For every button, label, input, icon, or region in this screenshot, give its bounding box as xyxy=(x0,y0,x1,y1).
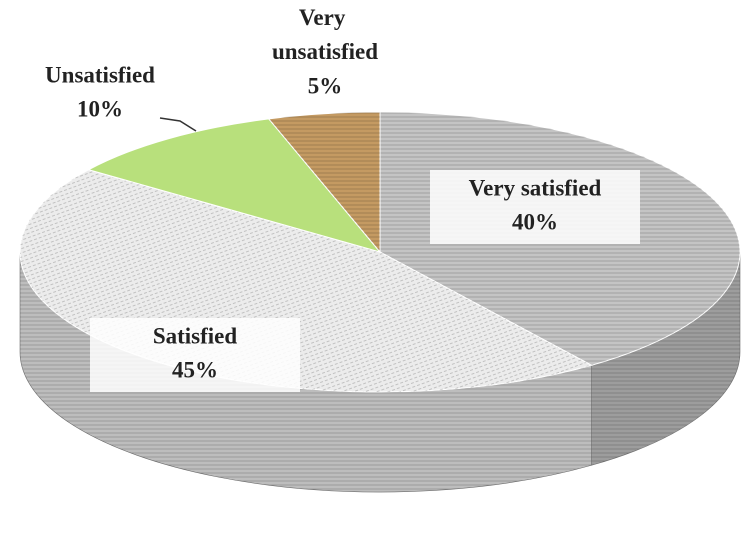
category-label: Very unsatisfied xyxy=(272,5,378,64)
slice-texture xyxy=(268,112,380,252)
side-texture xyxy=(591,252,740,466)
labels: Very satisfied 40% Satisfied 45% Unsatisfied… xyxy=(45,5,640,392)
value-label: 45% xyxy=(172,357,218,382)
side-texture xyxy=(20,252,592,492)
value-label: 10% xyxy=(77,96,123,121)
leader-line xyxy=(159,117,197,132)
pie-slice xyxy=(87,118,382,253)
pie xyxy=(19,111,741,493)
value-label: 5% xyxy=(308,73,343,98)
value-label: 40% xyxy=(512,209,558,234)
category-label: Unsatisfied xyxy=(45,62,155,87)
label-background xyxy=(430,170,640,244)
category-label: Very satisfied xyxy=(469,175,602,200)
label-background xyxy=(90,318,300,392)
category-label: Satisfied xyxy=(153,323,238,348)
